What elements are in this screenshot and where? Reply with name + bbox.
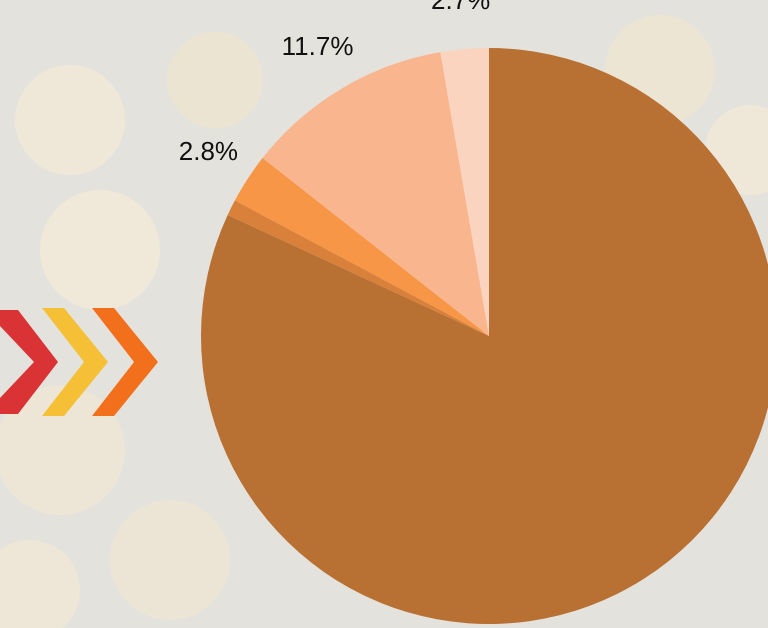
pie: 2.8% 11.7% 2.7% [179, 0, 768, 624]
pie-slice [440, 48, 489, 336]
slice-label: 2.7% [431, 0, 490, 15]
slice-label: 11.7% [282, 31, 354, 61]
pie-slice [201, 48, 768, 624]
chevrons [0, 308, 158, 416]
pie-slice [227, 200, 490, 336]
pie-slice [234, 158, 489, 336]
pie-slice [262, 52, 489, 336]
slice-label: 2.8% [179, 136, 238, 166]
